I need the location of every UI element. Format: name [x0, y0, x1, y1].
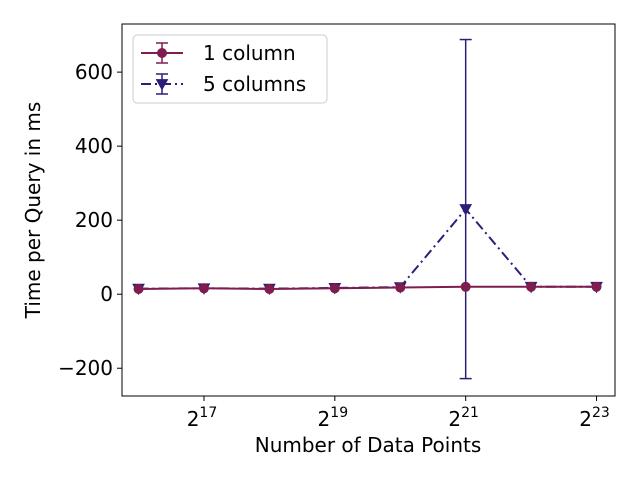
y-axis-label: Time per Query in ms [21, 102, 45, 320]
legend-label: 1 column [203, 41, 296, 65]
y-tick-label: 400 [75, 134, 113, 158]
legend-entry-2: 5 columns [141, 72, 306, 96]
series-1 [133, 281, 602, 295]
y-tick-label: 0 [100, 282, 113, 306]
data-point [329, 283, 340, 294]
series-line [138, 207, 597, 290]
legend-label: 5 columns [203, 72, 306, 96]
data-point [264, 284, 275, 295]
data-point [133, 284, 144, 295]
data-point [395, 282, 406, 293]
x-axis-label: Number of Data Points [255, 433, 482, 457]
legend-entry-1: 1 column [141, 41, 296, 65]
x-tick-label: 219 [318, 405, 349, 431]
data-point [591, 281, 602, 292]
y-tick-label: −200 [58, 356, 113, 380]
y-tick-label: 200 [75, 208, 113, 232]
plot-area [132, 38, 603, 380]
x-axis: 217 219 221 223 [187, 396, 610, 431]
data-point [459, 204, 473, 216]
series-line [138, 285, 597, 291]
x-tick-label: 221 [448, 405, 479, 431]
y-tick-label: 600 [75, 60, 113, 84]
plot-frame [121, 23, 616, 397]
legend-marker [155, 79, 169, 91]
y-axis: −200 0 200 400 600 [58, 60, 122, 380]
legend-marker [157, 48, 167, 58]
x-tick-label: 217 [187, 405, 218, 431]
data-point [460, 281, 471, 292]
data-point [526, 281, 537, 292]
legend: 1 column 5 columns [132, 34, 328, 104]
data-point [198, 283, 209, 294]
x-tick-label: 223 [579, 405, 610, 431]
